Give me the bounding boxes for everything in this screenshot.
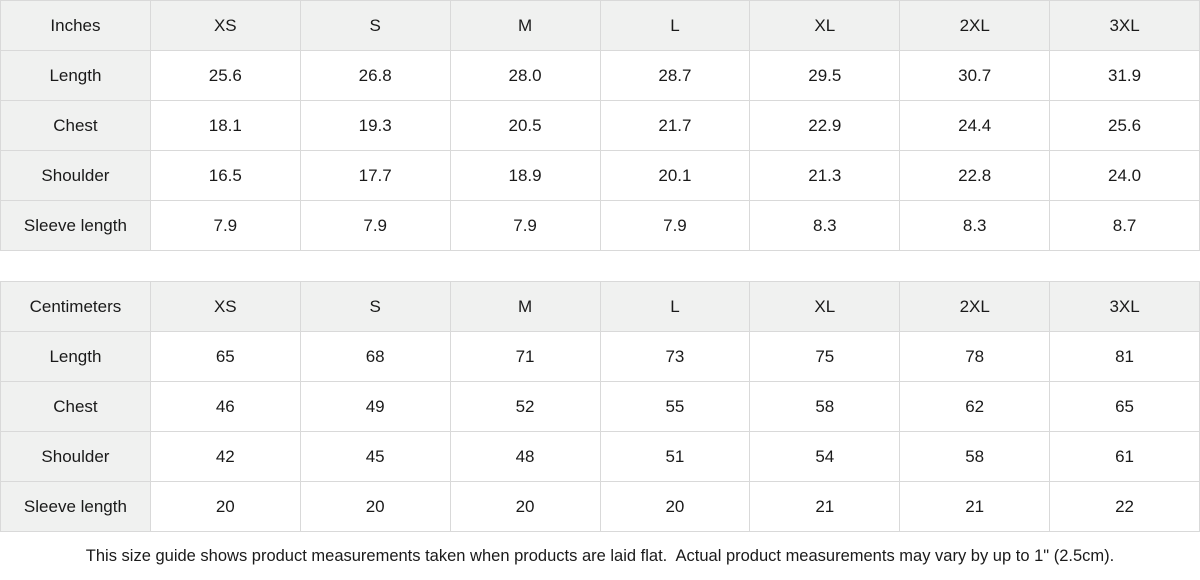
table-row: Sleeve length 20 20 20 20 21 21 22 <box>0 481 1200 532</box>
row-label-cell: Sleeve length <box>0 200 151 251</box>
value-cell: 65 <box>149 331 301 382</box>
value-cell: 46 <box>149 381 301 432</box>
size-header-cell: S <box>299 0 451 51</box>
value-cell: 20.5 <box>449 100 601 151</box>
row-label-cell: Shoulder <box>0 150 151 201</box>
size-header-cell: S <box>299 281 451 332</box>
table-header-row: Centimeters XS S M L XL 2XL 3XL <box>0 281 1200 332</box>
size-header-cell: XL <box>749 0 901 51</box>
value-cell: 16.5 <box>149 150 301 201</box>
value-cell: 71 <box>449 331 601 382</box>
value-cell: 8.7 <box>1049 200 1200 251</box>
row-label-cell: Shoulder <box>0 431 151 482</box>
value-cell: 18.9 <box>449 150 601 201</box>
size-header-cell: M <box>449 281 601 332</box>
value-cell: 30.7 <box>899 50 1051 101</box>
table-gap <box>0 251 1200 281</box>
unit-header-cell: Centimeters <box>0 281 151 332</box>
size-header-cell: 2XL <box>899 281 1051 332</box>
value-cell: 19.3 <box>299 100 451 151</box>
table-row: Chest 46 49 52 55 58 62 65 <box>0 381 1200 432</box>
value-cell: 20 <box>149 481 301 532</box>
size-header-cell: XS <box>149 0 301 51</box>
value-cell: 54 <box>749 431 901 482</box>
value-cell: 20.1 <box>599 150 751 201</box>
unit-header-cell: Inches <box>0 0 151 51</box>
size-header-cell: 3XL <box>1049 281 1200 332</box>
value-cell: 28.7 <box>599 50 751 101</box>
value-cell: 61 <box>1049 431 1200 482</box>
value-cell: 29.5 <box>749 50 901 101</box>
value-cell: 21.7 <box>599 100 751 151</box>
table-header-row: Inches XS S M L XL 2XL 3XL <box>0 0 1200 51</box>
value-cell: 22.9 <box>749 100 901 151</box>
row-label-cell: Chest <box>0 381 151 432</box>
size-header-cell: 3XL <box>1049 0 1200 51</box>
value-cell: 17.7 <box>299 150 451 201</box>
table-row: Length 65 68 71 73 75 78 81 <box>0 331 1200 382</box>
value-cell: 62 <box>899 381 1051 432</box>
table-row: Sleeve length 7.9 7.9 7.9 7.9 8.3 8.3 8.… <box>0 200 1200 251</box>
value-cell: 18.1 <box>149 100 301 151</box>
value-cell: 58 <box>749 381 901 432</box>
value-cell: 78 <box>899 331 1051 382</box>
value-cell: 58 <box>899 431 1051 482</box>
value-cell: 7.9 <box>299 200 451 251</box>
size-header-cell: 2XL <box>899 0 1051 51</box>
value-cell: 49 <box>299 381 451 432</box>
row-label-cell: Chest <box>0 100 151 151</box>
value-cell: 45 <box>299 431 451 482</box>
value-cell: 25.6 <box>1049 100 1200 151</box>
row-label-cell: Length <box>0 331 151 382</box>
size-header-cell: M <box>449 0 601 51</box>
value-cell: 7.9 <box>149 200 301 251</box>
table-row: Chest 18.1 19.3 20.5 21.7 22.9 24.4 25.6 <box>0 100 1200 151</box>
value-cell: 73 <box>599 331 751 382</box>
size-header-cell: L <box>599 0 751 51</box>
value-cell: 31.9 <box>1049 50 1200 101</box>
value-cell: 28.0 <box>449 50 601 101</box>
value-cell: 26.8 <box>299 50 451 101</box>
value-cell: 20 <box>599 481 751 532</box>
value-cell: 7.9 <box>449 200 601 251</box>
row-label-cell: Length <box>0 50 151 101</box>
value-cell: 52 <box>449 381 601 432</box>
inches-table: Inches XS S M L XL 2XL 3XL Length 25.6 2… <box>0 0 1200 251</box>
value-cell: 8.3 <box>899 200 1051 251</box>
value-cell: 8.3 <box>749 200 901 251</box>
size-guide-footnote: This size guide shows product measuremen… <box>0 532 1200 580</box>
value-cell: 68 <box>299 331 451 382</box>
value-cell: 24.0 <box>1049 150 1200 201</box>
table-row: Shoulder 42 45 48 51 54 58 61 <box>0 431 1200 482</box>
value-cell: 22 <box>1049 481 1200 532</box>
centimeters-table: Centimeters XS S M L XL 2XL 3XL Length 6… <box>0 281 1200 532</box>
table-row: Shoulder 16.5 17.7 18.9 20.1 21.3 22.8 2… <box>0 150 1200 201</box>
value-cell: 22.8 <box>899 150 1051 201</box>
value-cell: 20 <box>299 481 451 532</box>
size-header-cell: L <box>599 281 751 332</box>
value-cell: 25.6 <box>149 50 301 101</box>
value-cell: 24.4 <box>899 100 1051 151</box>
size-header-cell: XL <box>749 281 901 332</box>
value-cell: 48 <box>449 431 601 482</box>
value-cell: 42 <box>149 431 301 482</box>
value-cell: 65 <box>1049 381 1200 432</box>
value-cell: 20 <box>449 481 601 532</box>
table-row: Length 25.6 26.8 28.0 28.7 29.5 30.7 31.… <box>0 50 1200 101</box>
value-cell: 81 <box>1049 331 1200 382</box>
value-cell: 21 <box>899 481 1051 532</box>
value-cell: 51 <box>599 431 751 482</box>
value-cell: 55 <box>599 381 751 432</box>
value-cell: 75 <box>749 331 901 382</box>
value-cell: 7.9 <box>599 200 751 251</box>
value-cell: 21 <box>749 481 901 532</box>
row-label-cell: Sleeve length <box>0 481 151 532</box>
value-cell: 21.3 <box>749 150 901 201</box>
size-header-cell: XS <box>149 281 301 332</box>
